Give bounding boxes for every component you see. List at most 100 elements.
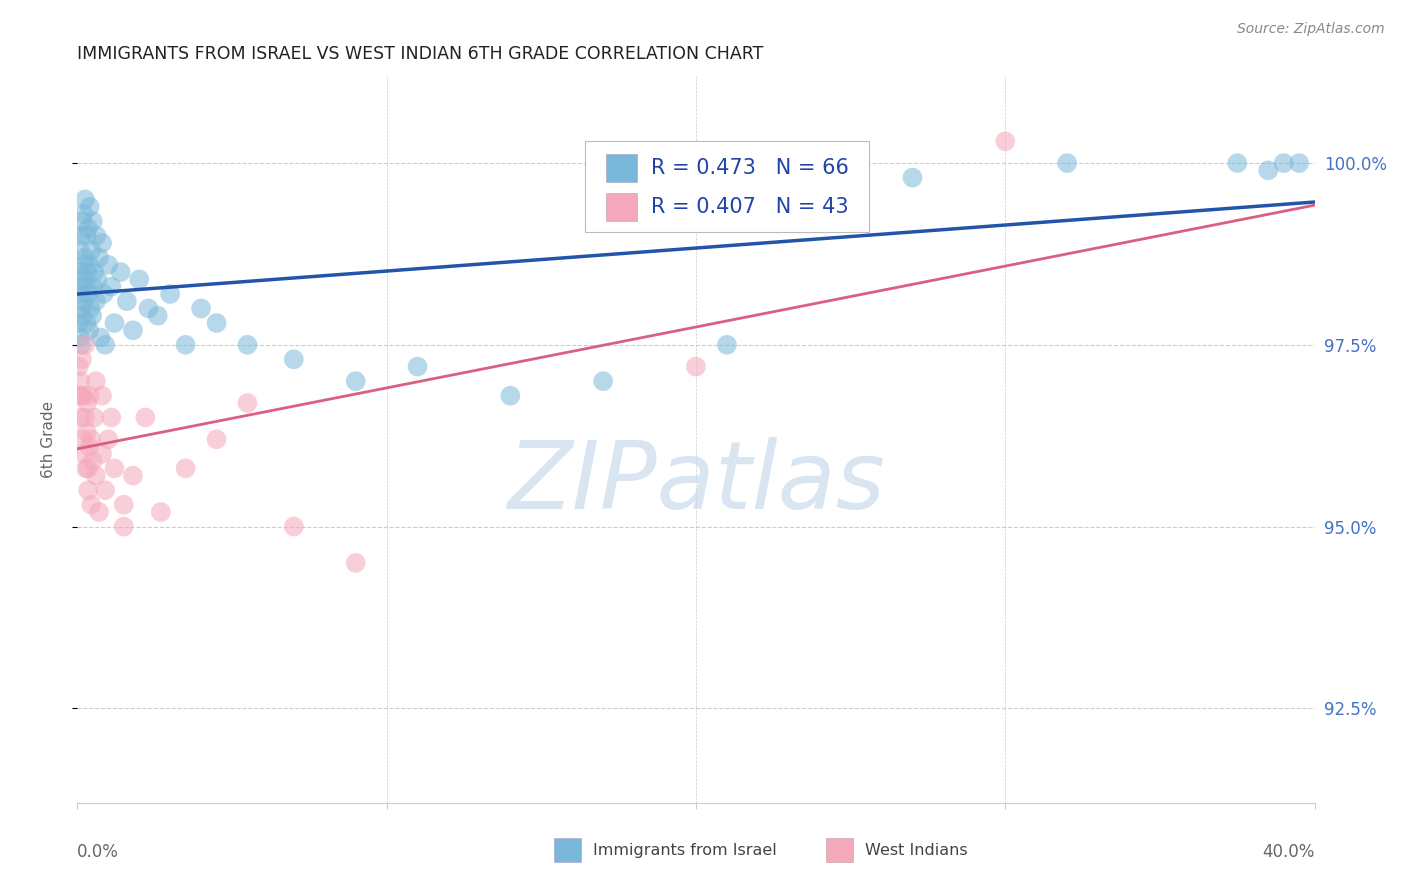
Point — [69, 244, 91, 258]
Point — [76, 265, 98, 279]
Point — [79, 200, 101, 214]
Point — [67, 359, 90, 374]
Point — [83, 265, 105, 279]
Point — [205, 432, 228, 446]
Point — [70, 214, 93, 228]
Point — [69, 374, 91, 388]
Point — [76, 316, 98, 330]
Point — [122, 468, 145, 483]
Point — [283, 352, 305, 367]
Point — [994, 134, 1017, 148]
Point — [67, 265, 90, 279]
Point — [205, 316, 228, 330]
Point — [174, 461, 197, 475]
Point — [72, 389, 94, 403]
Point — [87, 505, 110, 519]
Point — [90, 330, 111, 344]
Point — [134, 410, 156, 425]
Point — [115, 294, 138, 309]
Point — [72, 272, 94, 286]
Bar — [606, 154, 637, 182]
Point — [103, 316, 125, 330]
Point — [1257, 163, 1279, 178]
Point — [283, 519, 305, 533]
Text: West Indians: West Indians — [866, 843, 969, 857]
Text: ZIPatlas: ZIPatlas — [508, 437, 884, 528]
Point — [86, 228, 108, 243]
Point — [82, 214, 104, 228]
Point — [75, 279, 97, 293]
Point — [77, 440, 100, 454]
Text: R = 0.473   N = 66: R = 0.473 N = 66 — [651, 158, 849, 178]
Point — [344, 556, 367, 570]
Bar — [825, 838, 853, 862]
Point — [100, 279, 122, 293]
Point — [344, 374, 367, 388]
Point — [70, 389, 93, 403]
Point — [91, 235, 114, 250]
Point — [190, 301, 212, 316]
Point — [97, 432, 120, 446]
Point — [1056, 156, 1078, 170]
Point — [159, 286, 181, 301]
Point — [72, 432, 94, 446]
Point — [77, 286, 100, 301]
Point — [94, 483, 117, 498]
Point — [716, 338, 738, 352]
Point — [82, 454, 104, 468]
Point — [91, 447, 114, 461]
Point — [75, 410, 96, 425]
Point — [70, 410, 93, 425]
Point — [77, 483, 100, 498]
Point — [75, 251, 96, 265]
Point — [80, 498, 103, 512]
Point — [103, 461, 125, 475]
Point — [75, 461, 97, 475]
Point — [75, 338, 96, 352]
Point — [76, 425, 98, 439]
Point — [174, 338, 197, 352]
Point — [592, 374, 614, 388]
Text: IMMIGRANTS FROM ISRAEL VS WEST INDIAN 6TH GRADE CORRELATION CHART: IMMIGRANTS FROM ISRAEL VS WEST INDIAN 6T… — [77, 45, 763, 63]
Point — [69, 330, 91, 344]
Point — [73, 447, 96, 461]
Point — [84, 468, 107, 483]
Point — [75, 193, 96, 207]
Point — [70, 279, 93, 293]
Text: 40.0%: 40.0% — [1263, 843, 1315, 861]
Point — [112, 519, 135, 533]
Point — [901, 170, 924, 185]
Point — [110, 265, 132, 279]
FancyBboxPatch shape — [585, 141, 869, 232]
Point — [1288, 156, 1310, 170]
Point — [138, 301, 160, 316]
Point — [76, 396, 98, 410]
Text: R = 0.407   N = 43: R = 0.407 N = 43 — [651, 197, 849, 217]
Point — [146, 309, 169, 323]
Point — [1272, 156, 1295, 170]
Point — [79, 389, 101, 403]
Point — [499, 389, 522, 403]
Point — [112, 498, 135, 512]
Text: 0.0%: 0.0% — [77, 843, 120, 861]
Point — [100, 410, 122, 425]
Point — [73, 294, 96, 309]
Point — [77, 221, 100, 235]
Point — [94, 338, 117, 352]
Point — [122, 323, 145, 337]
Point — [236, 396, 259, 410]
Point — [236, 338, 259, 352]
Point — [83, 410, 105, 425]
Point — [86, 272, 108, 286]
Point — [406, 359, 429, 374]
Point — [149, 505, 172, 519]
Text: Immigrants from Israel: Immigrants from Israel — [593, 843, 778, 857]
Y-axis label: 6th Grade: 6th Grade — [42, 401, 56, 478]
Point — [67, 286, 90, 301]
Point — [82, 309, 104, 323]
Point — [84, 374, 107, 388]
Point — [77, 461, 100, 475]
Point — [69, 301, 91, 316]
Point — [70, 309, 93, 323]
Point — [97, 258, 120, 272]
